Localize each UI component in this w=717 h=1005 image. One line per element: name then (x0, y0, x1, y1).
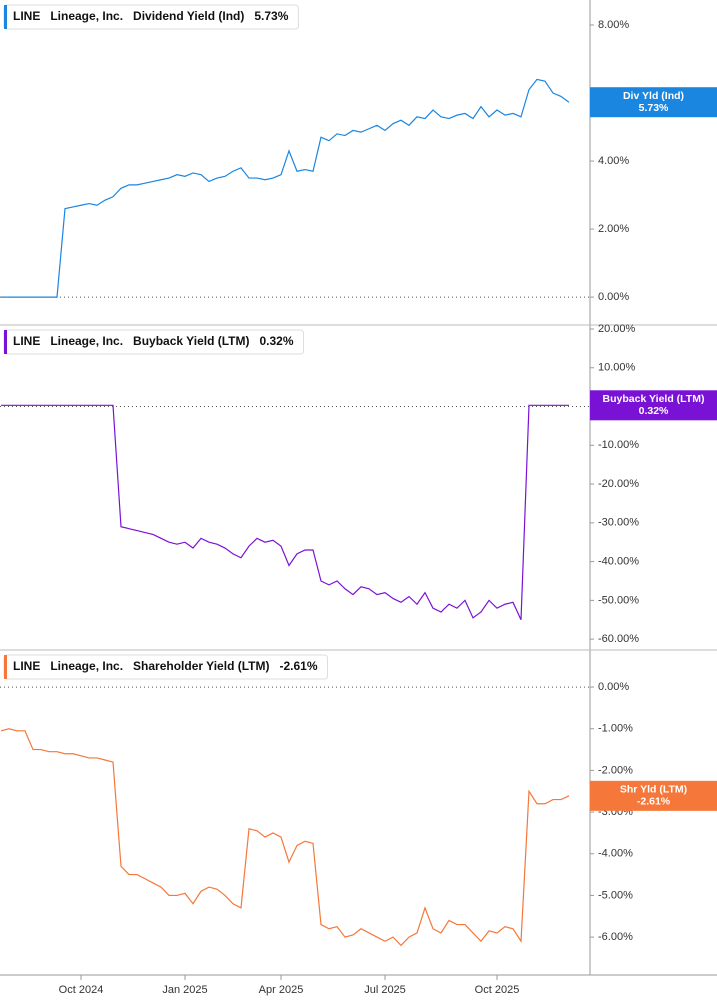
legend: LINE Lineage, Inc. Shareholder Yield (LTM)… (3, 654, 329, 680)
legend-company: Lineage, Inc. (50, 659, 123, 673)
y-tick-label: 0.00% (598, 681, 629, 693)
y-tick-label: 0.00% (598, 291, 629, 303)
y-tick-label: -4.00% (598, 848, 633, 860)
y-tick-label: 10.00% (598, 362, 636, 374)
x-tick-label: Oct 2024 (59, 984, 104, 996)
value-tag-name: Shr Yld (LTM) (620, 784, 687, 796)
series-line (1, 78, 570, 298)
legend-name: Shareholder Yield (LTM) (133, 659, 269, 673)
legend-last-label: -2.61% (280, 659, 318, 673)
y-tick-label: 2.00% (598, 223, 629, 235)
value-tag (590, 390, 717, 421)
legend: LINE Lineage, Inc. Dividend Yield (Ind) 5.7… (3, 4, 299, 30)
series-line (0, 728, 570, 947)
legend-ticker: LINE (13, 334, 40, 348)
legend-swatch (4, 655, 7, 679)
legend-company: Lineage, Inc. (50, 334, 123, 348)
y-tick-label: -5.00% (598, 889, 633, 901)
y-tick-label: -2.00% (598, 764, 633, 776)
x-tick-label: Apr 2025 (259, 984, 304, 996)
legend-name: Dividend Yield (Ind) (133, 9, 244, 23)
y-tick-label: -1.00% (598, 723, 633, 735)
legend-last-label: 0.32% (260, 334, 294, 348)
y-tick-label: 20.00% (598, 323, 636, 335)
series-line (1, 404, 569, 621)
x-tick-label: Oct 2025 (475, 984, 520, 996)
legend-company: Lineage, Inc. (50, 9, 123, 23)
value-tag-label: 0.32% (639, 405, 669, 417)
legend-ticker: LINE (13, 9, 40, 23)
legend-ticker: LINE (13, 659, 40, 673)
value-tag-label: 5.73% (639, 102, 669, 114)
y-tick-label: -6.00% (598, 931, 633, 943)
value-tag-label: -2.61% (637, 796, 671, 808)
legend-swatch (4, 5, 7, 29)
value-tag-name: Div Yld (Ind) (623, 90, 684, 102)
legend-name: Buyback Yield (LTM) (133, 334, 249, 348)
y-tick-label: -60.00% (598, 633, 639, 645)
y-tick-label: -30.00% (598, 517, 639, 529)
y-tick-label: -50.00% (598, 594, 639, 606)
y-tick-label: -40.00% (598, 556, 639, 568)
value-tag (590, 780, 717, 811)
x-tick-label: Jan 2025 (162, 984, 207, 996)
y-tick-label: 4.00% (598, 155, 629, 167)
y-tick-label: -10.00% (598, 439, 639, 451)
legend-swatch (4, 330, 7, 354)
y-tick-label: -20.00% (598, 478, 639, 490)
legend: LINE Lineage, Inc. Buyback Yield (LTM) 0.32… (3, 329, 305, 355)
value-tag-name: Buyback Yield (LTM) (603, 393, 705, 405)
y-tick-label: 8.00% (598, 19, 629, 31)
legend-last-label: 5.73% (254, 9, 288, 23)
value-tag (590, 87, 717, 118)
x-tick-label: Jul 2025 (364, 984, 406, 996)
